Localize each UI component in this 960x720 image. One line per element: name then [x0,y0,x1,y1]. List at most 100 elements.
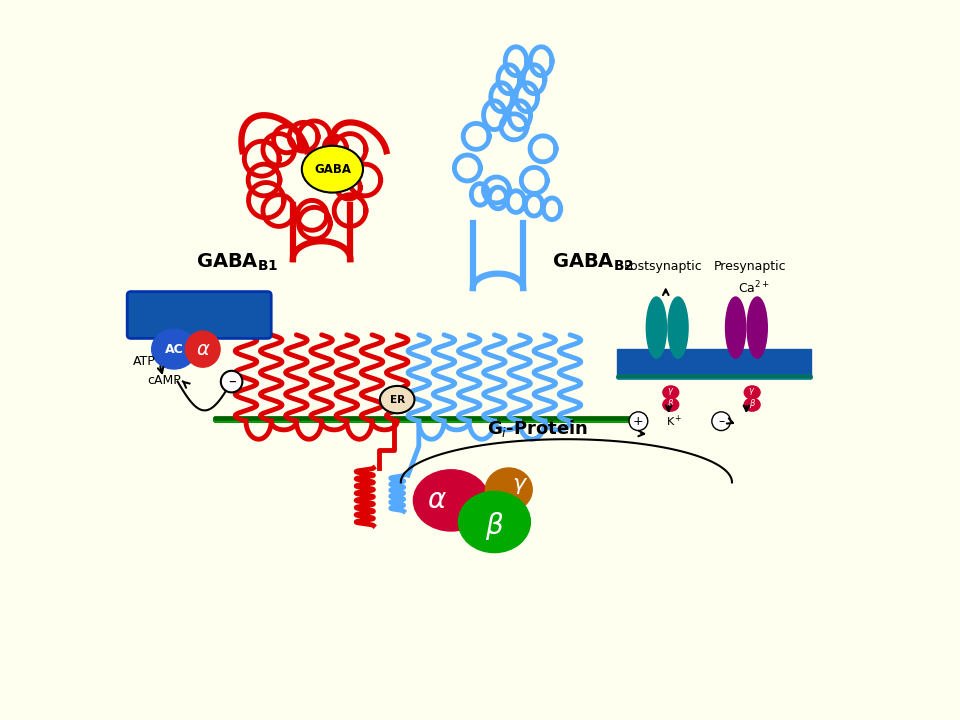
Bar [616,376,811,377]
Bar [214,418,645,420]
Bar [616,376,811,377]
Ellipse shape [414,470,489,531]
Bar [214,418,645,420]
Text: AC: AC [164,343,183,356]
Ellipse shape [744,398,760,411]
Bar [214,418,645,420]
Text: K$^+$: K$^+$ [666,413,683,429]
Bar [214,419,645,421]
Circle shape [711,412,731,431]
Bar [616,376,811,377]
Bar [214,418,645,420]
Bar [214,419,645,421]
Bar [214,418,645,420]
Bar [214,418,645,420]
Text: GABA$_{\mathbf{B2}}$: GABA$_{\mathbf{B2}}$ [552,252,634,274]
Bar [214,418,645,420]
Ellipse shape [662,386,679,399]
Text: Postsynaptic: Postsynaptic [624,260,703,273]
Bar [214,418,645,420]
Bar [214,418,645,420]
Text: $\beta$: $\beta$ [485,510,504,541]
Circle shape [221,371,243,392]
Bar [616,376,811,377]
Bar [616,377,811,378]
Ellipse shape [152,330,197,369]
Bar [616,376,811,377]
Bar [214,418,645,420]
Bar [214,418,645,420]
Text: Presynaptic: Presynaptic [713,260,786,273]
Ellipse shape [744,386,760,399]
Text: Ca$^{2+}$: Ca$^{2+}$ [737,279,770,297]
Bar [214,418,645,420]
Text: –: – [228,374,235,389]
Text: $\gamma$: $\gamma$ [667,386,675,397]
Ellipse shape [646,297,666,359]
Ellipse shape [662,398,679,411]
Bar [616,376,811,377]
Text: GABA: GABA [314,163,351,176]
Bar [214,417,645,419]
Text: cAMP: cAMP [148,374,181,387]
Ellipse shape [380,386,415,413]
Bar [616,375,811,377]
Bar [616,375,811,377]
FancyBboxPatch shape [128,292,272,338]
Bar [214,418,645,420]
Bar [214,418,645,420]
Bar [214,417,645,419]
Bar [214,419,645,421]
Bar [214,418,645,420]
Ellipse shape [726,297,746,359]
Bar [214,418,645,420]
Bar [214,418,645,420]
Bar [214,418,645,420]
Bar [214,418,645,420]
Bar [616,376,811,377]
Bar [214,419,645,421]
Bar [214,417,645,419]
Bar [214,418,645,420]
Bar [214,418,645,420]
Bar [616,377,811,378]
Text: $\beta$: $\beta$ [667,397,674,410]
Ellipse shape [459,492,530,553]
Bar [616,377,811,378]
Ellipse shape [301,145,363,192]
Bar [616,376,811,377]
Bar [616,375,811,377]
Bar [214,417,645,419]
Bar [616,376,811,377]
Ellipse shape [185,331,220,367]
Text: $\alpha$: $\alpha$ [427,487,446,514]
Text: GABA$_{\mathbf{B1}}$: GABA$_{\mathbf{B1}}$ [196,252,277,274]
Text: ER: ER [390,395,405,405]
Bar [214,418,645,420]
Bar [214,418,645,420]
Bar [214,418,645,420]
Bar [214,418,645,420]
Text: $\alpha$: $\alpha$ [196,340,210,359]
Bar [616,376,811,377]
Bar [214,418,645,420]
Text: +: + [633,415,644,428]
Text: $\beta$: $\beta$ [749,397,756,410]
Bar [616,377,811,378]
Text: $\gamma$: $\gamma$ [512,476,528,496]
Bar [214,419,645,421]
Text: G$_i$-Protein: G$_i$-Protein [487,418,588,439]
Circle shape [629,412,648,431]
Bar [214,417,645,419]
Bar [616,377,811,378]
Text: –: – [718,415,725,428]
Bar [214,419,645,421]
Bar [214,417,645,419]
Bar [616,376,811,377]
Ellipse shape [668,297,688,359]
Bar [214,419,645,421]
Ellipse shape [486,468,532,511]
Bar [616,375,811,377]
Bar [616,349,811,378]
Text: $\gamma$: $\gamma$ [749,386,756,397]
